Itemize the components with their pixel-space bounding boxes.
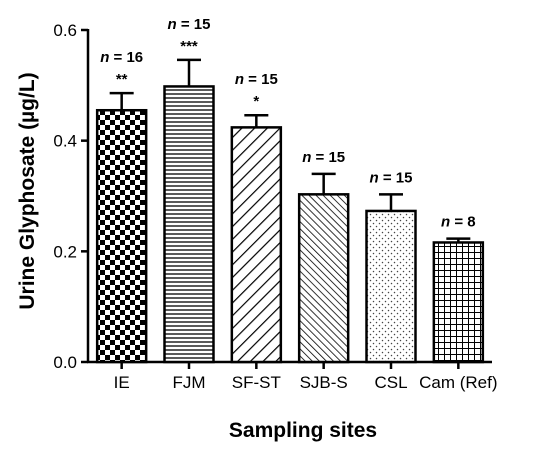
y-tick-label: 0.6 — [53, 21, 77, 40]
n-value: = 15 — [177, 16, 211, 33]
bar-sf-st — [230, 126, 283, 364]
n-symbol: n — [302, 149, 311, 166]
n-symbol: n — [235, 71, 244, 88]
y-tick-label: 0.2 — [53, 242, 77, 261]
n-label: n = 15 — [302, 149, 345, 166]
x-tick-label: Cam (Ref) — [419, 373, 497, 392]
n-symbol: n — [100, 49, 109, 66]
x-tick-label: CSL — [374, 373, 407, 392]
significance-label: ** — [116, 71, 128, 88]
x-tick-label: FJM — [172, 373, 205, 392]
n-symbol: n — [168, 16, 177, 33]
n-label: n = 15 — [370, 169, 413, 186]
x-tick-label: SF-ST — [232, 373, 281, 392]
n-value: = 8 — [450, 214, 475, 231]
bar-sjb-s — [297, 193, 350, 364]
y-axis-title: Urine Glyphosate (µg/L) — [16, 72, 39, 309]
y-tick-label: 0.0 — [53, 353, 77, 372]
n-label: n = 15 — [168, 16, 211, 33]
x-tick-label: SJB-S — [300, 373, 348, 392]
y-tick-label: 0.4 — [53, 132, 77, 151]
significance-label: * — [253, 93, 259, 110]
n-value: = 15 — [244, 71, 278, 88]
bar-csl — [365, 209, 417, 364]
significance-label: *** — [180, 38, 198, 55]
x-tick-label: IE — [114, 373, 130, 392]
bar-cam-ref — [432, 241, 485, 364]
n-label: n = 15 — [235, 71, 278, 88]
n-value: = 15 — [311, 149, 345, 166]
n-label: n = 16 — [100, 49, 143, 66]
x-axis-title: Sampling sites — [229, 419, 377, 442]
bar-fjm — [163, 85, 215, 364]
n-symbol: n — [370, 169, 379, 186]
bar-ie — [95, 108, 148, 364]
n-label: n = 8 — [441, 214, 476, 231]
n-value: = 15 — [379, 169, 413, 186]
n-value: = 16 — [109, 49, 143, 66]
n-symbol: n — [441, 214, 450, 231]
